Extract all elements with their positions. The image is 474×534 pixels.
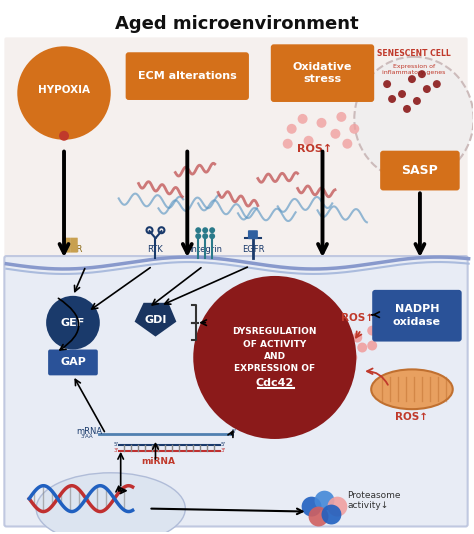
Text: oxidase: oxidase — [393, 317, 441, 327]
Text: Oxidative
stress: Oxidative stress — [293, 62, 352, 84]
Text: OF ACTIVITY: OF ACTIVITY — [243, 340, 306, 349]
Text: GAP: GAP — [60, 357, 86, 367]
Text: GDI: GDI — [144, 315, 167, 325]
FancyBboxPatch shape — [126, 52, 249, 100]
Circle shape — [328, 497, 347, 516]
Circle shape — [298, 114, 308, 124]
Circle shape — [423, 85, 431, 93]
FancyBboxPatch shape — [380, 151, 460, 191]
Text: 5': 5' — [114, 443, 118, 447]
Circle shape — [352, 333, 362, 342]
Circle shape — [46, 296, 100, 350]
Circle shape — [209, 233, 215, 239]
Circle shape — [202, 227, 208, 233]
Circle shape — [367, 326, 377, 335]
Ellipse shape — [354, 57, 474, 181]
Circle shape — [342, 139, 352, 148]
Circle shape — [337, 326, 347, 335]
Text: RTK: RTK — [147, 245, 164, 254]
Polygon shape — [135, 303, 176, 336]
Text: ROS↑: ROS↑ — [341, 313, 374, 323]
Text: NADPH: NADPH — [395, 304, 439, 314]
Circle shape — [367, 341, 377, 350]
Text: SENESCENT CELL: SENESCENT CELL — [377, 49, 451, 58]
Text: Expression of
inflammatory genes: Expression of inflammatory genes — [382, 64, 446, 75]
FancyBboxPatch shape — [74, 238, 78, 253]
Circle shape — [195, 233, 201, 239]
Text: GPCR: GPCR — [59, 245, 82, 254]
Circle shape — [317, 118, 327, 128]
Circle shape — [315, 491, 335, 511]
Text: 3': 3' — [114, 449, 118, 453]
Circle shape — [433, 80, 441, 88]
Text: miRNA: miRNA — [141, 457, 175, 466]
Text: SASP: SASP — [401, 164, 438, 177]
Circle shape — [17, 46, 111, 140]
Text: mRNA: mRNA — [76, 427, 102, 436]
Circle shape — [337, 112, 346, 122]
FancyBboxPatch shape — [271, 44, 374, 102]
Text: Cdc42: Cdc42 — [255, 378, 294, 388]
Text: AND: AND — [264, 352, 286, 361]
Circle shape — [59, 131, 69, 141]
FancyBboxPatch shape — [4, 256, 468, 527]
Circle shape — [304, 136, 313, 146]
Text: GEF: GEF — [61, 318, 85, 328]
Text: EXPRESSION OF: EXPRESSION OF — [234, 364, 315, 373]
Circle shape — [383, 80, 391, 88]
Circle shape — [413, 97, 421, 105]
Text: HYPOXIA: HYPOXIA — [38, 85, 90, 95]
Text: ROS↑: ROS↑ — [395, 412, 428, 422]
Circle shape — [403, 105, 411, 113]
Circle shape — [321, 505, 341, 524]
FancyBboxPatch shape — [372, 290, 462, 342]
Circle shape — [202, 233, 208, 239]
Text: EGFR: EGFR — [242, 245, 264, 254]
Text: ROS↑: ROS↑ — [297, 144, 332, 154]
Circle shape — [209, 227, 215, 233]
Circle shape — [347, 352, 357, 363]
FancyBboxPatch shape — [67, 238, 71, 253]
Circle shape — [330, 129, 340, 139]
FancyBboxPatch shape — [71, 238, 74, 253]
Circle shape — [309, 507, 328, 527]
Circle shape — [408, 75, 416, 83]
Circle shape — [283, 139, 292, 148]
Text: 3'AA: 3'AA — [81, 435, 93, 439]
Circle shape — [342, 341, 352, 350]
FancyBboxPatch shape — [48, 350, 98, 375]
Text: Proteasome
activity↓: Proteasome activity↓ — [347, 491, 401, 511]
Text: 5': 5' — [220, 443, 225, 447]
FancyBboxPatch shape — [248, 230, 258, 239]
Circle shape — [418, 70, 426, 78]
Text: 3': 3' — [220, 449, 225, 453]
Text: Integrin: Integrin — [189, 245, 222, 254]
Circle shape — [398, 90, 406, 98]
Circle shape — [301, 497, 321, 516]
Circle shape — [193, 276, 356, 439]
Ellipse shape — [371, 370, 453, 409]
Text: 5': 5' — [232, 428, 237, 434]
Ellipse shape — [36, 473, 185, 534]
Circle shape — [195, 227, 201, 233]
Circle shape — [357, 342, 367, 352]
Circle shape — [287, 124, 297, 134]
FancyBboxPatch shape — [4, 37, 468, 268]
Text: DYSREGULATION: DYSREGULATION — [233, 327, 317, 336]
Circle shape — [349, 124, 359, 134]
FancyBboxPatch shape — [64, 238, 67, 253]
Text: ECM alterations: ECM alterations — [138, 71, 237, 81]
Text: Aged microenvironment: Aged microenvironment — [115, 15, 359, 34]
Circle shape — [332, 348, 342, 357]
Circle shape — [388, 95, 396, 103]
